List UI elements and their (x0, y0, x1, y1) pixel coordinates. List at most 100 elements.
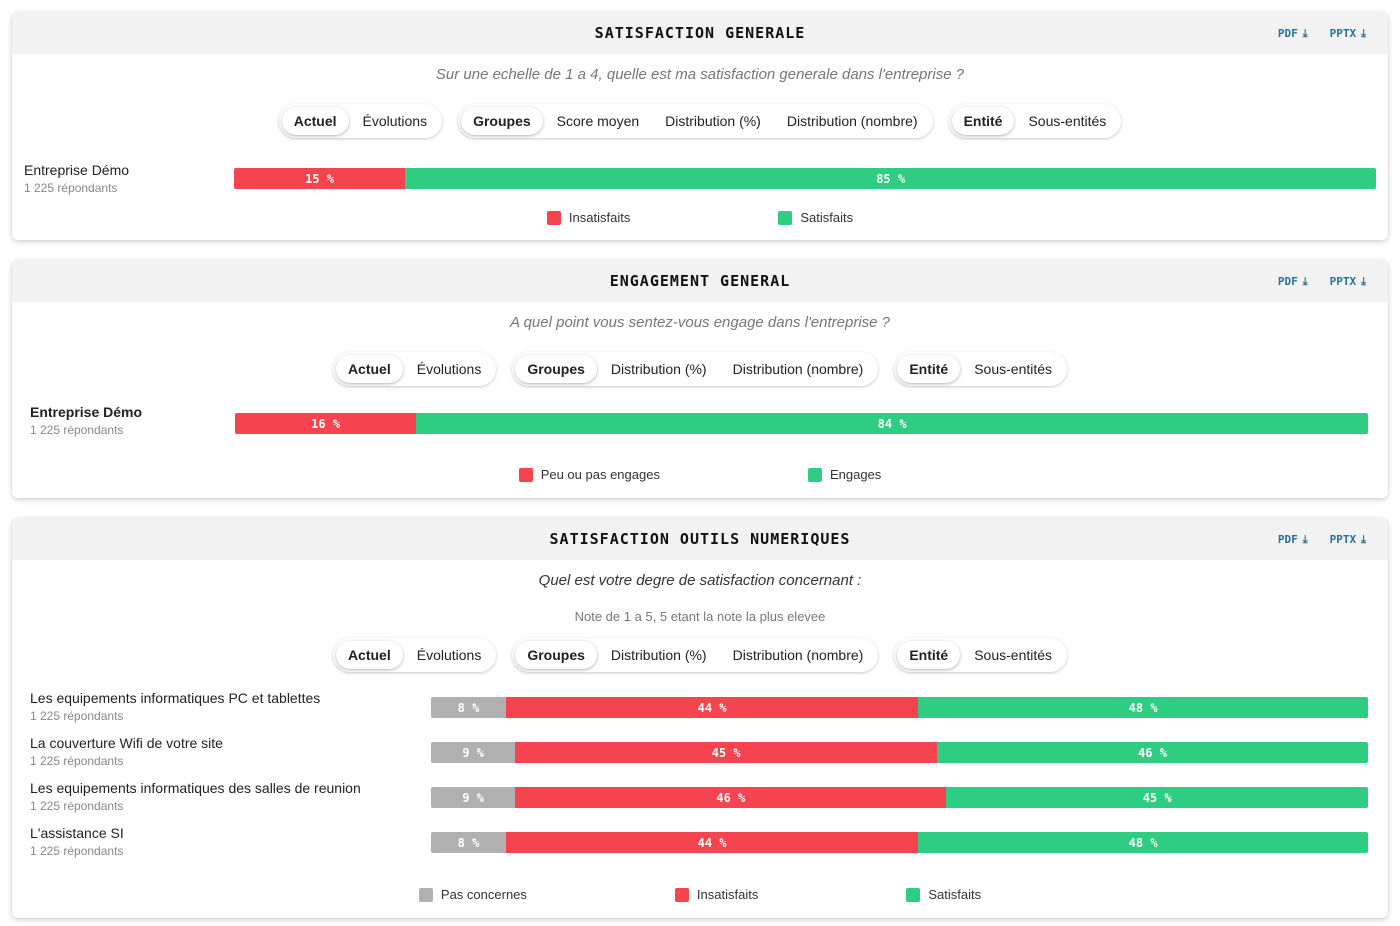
toggle-actuel[interactable]: Actuel (281, 107, 349, 135)
toggle-group: Groupes Distribution (%) Distribution (nom… (512, 352, 879, 386)
panel-header: ENGAGEMENT GENERAL PDF ⤓ PPTX ⤓ (12, 260, 1388, 302)
pptx-label: PPTX (1329, 26, 1357, 40)
toggle-actuel[interactable]: Actuel (335, 641, 403, 669)
row-respondents: 1 225 répondants (30, 423, 124, 437)
stacked-bar: 9 % 46 % 45 % (431, 787, 1368, 808)
toggle-distribution-nombre[interactable]: Distribution (nombre) (786, 113, 918, 129)
pdf-export-link[interactable]: PDF ⤓ (1278, 27, 1308, 40)
pdf-label: PDF (1277, 26, 1298, 40)
pdf-label: PDF (1277, 532, 1298, 546)
panel-subquestion: Note de 1 a 5, 5 etant la note la plus e… (574, 609, 826, 624)
toggle-distribution[interactable]: Distribution (%) (610, 647, 707, 663)
toggle-sous-entites[interactable]: Sous-entités (1028, 113, 1107, 129)
pdf-export-link[interactable]: PDF ⤓ (1278, 533, 1308, 546)
legend-swatch (546, 210, 561, 225)
row-respondents: 1 225 répondants (30, 754, 124, 768)
row-label: L'assistance SI 1 225 répondants (30, 825, 124, 858)
toggle-distribution[interactable]: Distribution (%) (665, 113, 761, 129)
bar-segment: 8 % (431, 697, 506, 718)
legend-item: Satisfaits (906, 887, 981, 902)
toggle-group: Entité Sous-entités (948, 104, 1122, 138)
panel-header: SATISFACTION OUTILS NUMERIQUES PDF ⤓ PPTX… (12, 518, 1388, 560)
legend-item: Satisfaits (778, 210, 853, 225)
bar-segment: 16 % (235, 413, 417, 434)
row-respondents: 1 225 répondants (24, 181, 118, 195)
toggle-group: Groupes Distribution (%) Distribution (nom… (512, 638, 879, 672)
toggle-sous-entites[interactable]: Sous-entités (974, 647, 1053, 663)
panel-satisfaction-outils-numeriques: SATISFACTION OUTILS NUMERIQUES PDF ⤓ PPTX… (12, 518, 1388, 918)
legend-item: Insatisfaits (546, 210, 631, 225)
pdf-export-link[interactable]: PDF ⤓ (1278, 275, 1308, 288)
row-name: Les equipements informatiques des salles… (30, 780, 361, 796)
toggle-groupes[interactable]: Groupes (515, 355, 597, 383)
toggle-groupes[interactable]: Groupes (461, 107, 543, 135)
legend-item: Pas concernes (418, 887, 527, 902)
pptx-export-link[interactable]: PPTX ⤓ (1330, 533, 1366, 546)
legend-swatch (418, 887, 433, 902)
toggle-group: Entité Sous-entités (894, 638, 1068, 672)
legend-swatch (906, 887, 921, 902)
row-label: La couverture Wifi de votre site 1 225 r… (30, 735, 223, 768)
panel-header: SATISFACTION GENERALE PDF ⤓ PPTX ⤓ (12, 12, 1388, 54)
bar-segment: 44 % (505, 832, 919, 853)
toggle-entite[interactable]: Entité (897, 641, 961, 669)
chart-legend: Pas concernes Insatisfaits Satisfaits (12, 887, 1388, 902)
legend-swatch (807, 467, 822, 482)
row-name: Les equipements informatiques PC et tabl… (30, 690, 321, 706)
legend-item: Peu ou pas engages (518, 467, 660, 482)
toggle-group: Actuel Évolutions (332, 638, 497, 672)
legend-item: Insatisfaits (674, 887, 759, 902)
row-label: Entreprise Démo 1 225 répondants (24, 162, 129, 195)
row-name: Entreprise Démo (30, 404, 143, 420)
bar-segment: 8 % (431, 832, 506, 853)
toggle-distribution-nombre[interactable]: Distribution (nombre) (732, 361, 864, 377)
toggle-evolutions[interactable]: Évolutions (416, 361, 482, 377)
stacked-bar: 15 % 85 % (234, 168, 1376, 189)
toggle-distribution-nombre[interactable]: Distribution (nombre) (732, 647, 864, 663)
toggle-bar: Actuel Évolutions Groupes Score moyen Distri… (12, 104, 1388, 138)
toggle-actuel[interactable]: Actuel (335, 355, 403, 383)
chart-legend: Peu ou pas engages Engages (12, 467, 1388, 482)
bar-segment: 9 % (431, 742, 516, 763)
legend-item: Engages (807, 467, 881, 482)
toggle-groupes[interactable]: Groupes (515, 641, 597, 669)
pptx-label: PPTX (1329, 274, 1357, 288)
panel-satisfaction-generale: SATISFACTION GENERALE PDF ⤓ PPTX ⤓ Sur une… (12, 12, 1388, 240)
toggle-score-moyen[interactable]: Score moyen (556, 113, 640, 129)
pptx-export-link[interactable]: PPTX ⤓ (1330, 27, 1366, 40)
download-icon: ⤓ (1302, 532, 1308, 546)
stacked-bar: 8 % 44 % 48 % (431, 697, 1368, 718)
row-respondents: 1 225 répondants (30, 709, 124, 723)
toggle-sous-entites[interactable]: Sous-entités (974, 361, 1053, 377)
toggle-group: Groupes Score moyen Distribution (%) Distri… (458, 104, 933, 138)
toggle-entite[interactable]: Entité (951, 107, 1015, 135)
panel-title: SATISFACTION OUTILS NUMERIQUES (549, 530, 851, 548)
legend-label: Insatisfaits (696, 887, 759, 902)
pptx-label: PPTX (1329, 532, 1357, 546)
download-icon: ⤓ (1302, 26, 1308, 40)
toggle-distribution[interactable]: Distribution (%) (610, 361, 707, 377)
bar-segment: 84 % (416, 413, 1368, 434)
download-icon: ⤓ (1361, 274, 1366, 288)
pptx-export-link[interactable]: PPTX ⤓ (1330, 275, 1366, 288)
toggle-evolutions[interactable]: Évolutions (416, 647, 482, 663)
stacked-bar: 9 % 45 % 46 % (431, 742, 1368, 763)
panel-engagement-general: ENGAGEMENT GENERAL PDF ⤓ PPTX ⤓ A quel poi… (12, 260, 1388, 498)
bar-segment: 15 % (234, 168, 406, 189)
toggle-bar: Actuel Évolutions Groupes Distribution (%) D… (12, 638, 1388, 672)
panel-title: SATISFACTION GENERALE (594, 24, 806, 42)
toggle-bar: Actuel Évolutions Groupes Distribution (%) D… (12, 352, 1388, 386)
chart-legend: Insatisfaits Satisfaits (12, 210, 1388, 225)
bar-segment: 45 % (515, 742, 937, 763)
legend-label: Pas concernes (440, 887, 527, 902)
panel-title: ENGAGEMENT GENERAL (609, 272, 791, 290)
bar-segment: 46 % (936, 742, 1368, 763)
legend-swatch (518, 467, 533, 482)
panel-question: Quel est votre degre de satisfaction con… (538, 572, 862, 589)
legend-label: Insatisfaits (568, 210, 631, 225)
toggle-entite[interactable]: Entité (897, 355, 961, 383)
legend-label: Peu ou pas engages (540, 467, 660, 482)
toggle-group: Entité Sous-entités (894, 352, 1068, 386)
toggle-evolutions[interactable]: Évolutions (362, 113, 428, 129)
row-name: L'assistance SI (30, 825, 124, 841)
